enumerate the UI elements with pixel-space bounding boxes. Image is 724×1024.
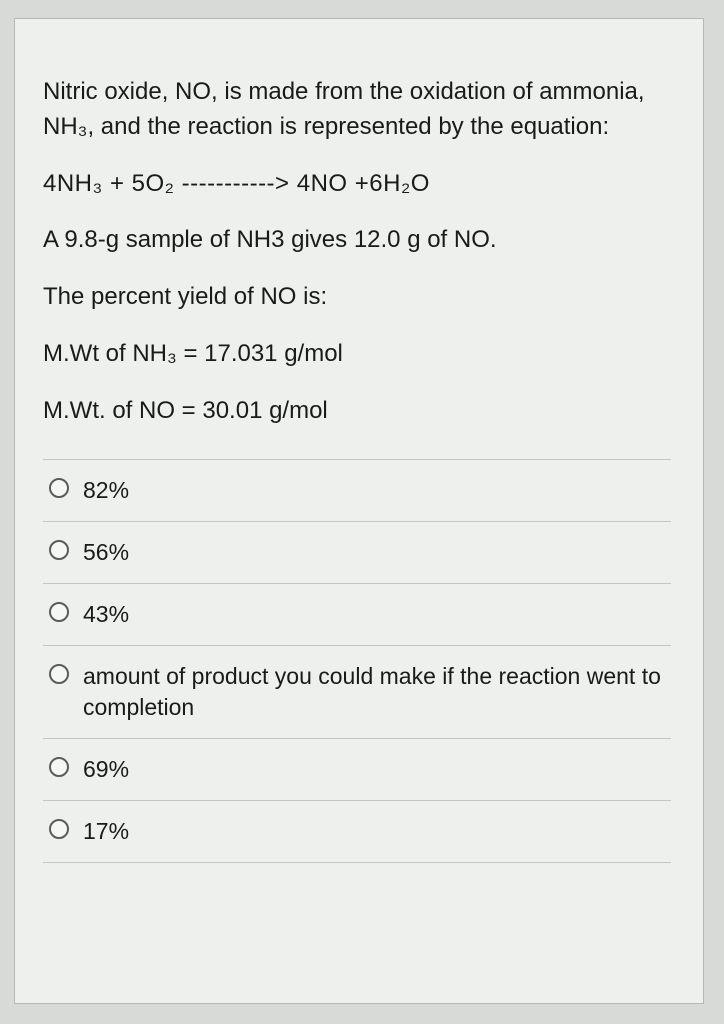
question-card: Nitric oxide, NO, is made from the oxida… — [14, 18, 704, 1004]
question-paragraph-5: M.Wt. of NO = 30.01 g/mol — [43, 394, 671, 429]
radio-icon[interactable] — [49, 664, 69, 684]
question-equation: 4NH₃ + 5O₂ -----------> 4NO +6H₂O — [43, 167, 671, 202]
question-paragraph-3: The percent yield of NO is: — [43, 280, 671, 315]
option-row[interactable]: 82% — [43, 459, 671, 521]
radio-icon[interactable] — [49, 478, 69, 498]
option-label: 69% — [83, 754, 129, 785]
radio-icon[interactable] — [49, 819, 69, 839]
question-paragraph-1: Nitric oxide, NO, is made from the oxida… — [43, 75, 671, 145]
question-paragraph-2: A 9.8-g sample of NH3 gives 12.0 g of NO… — [43, 223, 671, 258]
option-label: 17% — [83, 816, 129, 847]
question-paragraph-4: M.Wt of NH₃ = 17.031 g/mol — [43, 337, 671, 372]
option-label: 82% — [83, 475, 129, 506]
option-row[interactable]: amount of product you could make if the … — [43, 645, 671, 738]
option-label: amount of product you could make if the … — [83, 661, 663, 723]
option-row[interactable]: 17% — [43, 800, 671, 863]
radio-icon[interactable] — [49, 602, 69, 622]
radio-icon[interactable] — [49, 757, 69, 777]
options-list: 82% 56% 43% amount of product you could … — [43, 459, 671, 863]
option-row[interactable]: 43% — [43, 583, 671, 645]
option-label: 56% — [83, 537, 129, 568]
radio-icon[interactable] — [49, 540, 69, 560]
option-row[interactable]: 56% — [43, 521, 671, 583]
option-row[interactable]: 69% — [43, 738, 671, 800]
question-text-block: Nitric oxide, NO, is made from the oxida… — [43, 75, 671, 429]
option-label: 43% — [83, 599, 129, 630]
